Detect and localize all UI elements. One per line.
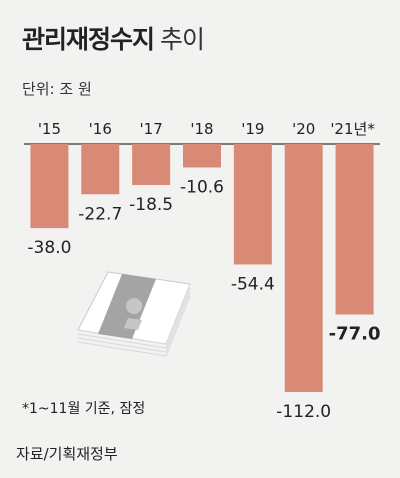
category-label-3: '18 bbox=[190, 120, 213, 138]
category-label-5: '20 bbox=[292, 120, 315, 138]
value-label-4: -54.4 bbox=[231, 274, 275, 294]
bar-5 bbox=[284, 144, 323, 392]
source-label: 자료/기획재정부 bbox=[16, 445, 118, 463]
category-label-4: '19 bbox=[241, 120, 264, 138]
chart-subtitle: 추이 bbox=[160, 25, 205, 54]
category-label-2: '17 bbox=[140, 120, 163, 138]
value-label-6: -77.0 bbox=[329, 324, 381, 345]
value-label-2: -18.5 bbox=[129, 195, 173, 215]
chart-title-block: 관리재정수지 추이 bbox=[22, 20, 205, 56]
value-label-5: -112.0 bbox=[276, 402, 331, 422]
chart-title: 관리재정수지 bbox=[22, 25, 155, 54]
bar-0 bbox=[30, 144, 69, 229]
category-label-0: '15 bbox=[38, 120, 61, 138]
value-label-3: -10.6 bbox=[180, 177, 224, 197]
bar-3 bbox=[183, 144, 221, 168]
category-label-1: '16 bbox=[89, 120, 112, 138]
unit-label: 단위: 조 원 bbox=[22, 80, 92, 98]
category-label-6: '21년* bbox=[330, 120, 375, 138]
bar-4 bbox=[233, 144, 272, 265]
bar-2 bbox=[132, 144, 171, 185]
bar-6 bbox=[335, 144, 374, 315]
value-label-1: -22.7 bbox=[78, 204, 122, 224]
bar-1 bbox=[81, 144, 120, 195]
value-label-0: -38.0 bbox=[27, 238, 71, 258]
money-stack-icon bbox=[77, 271, 191, 357]
footnote: *1~11월 기준, 잠정 bbox=[22, 401, 146, 417]
